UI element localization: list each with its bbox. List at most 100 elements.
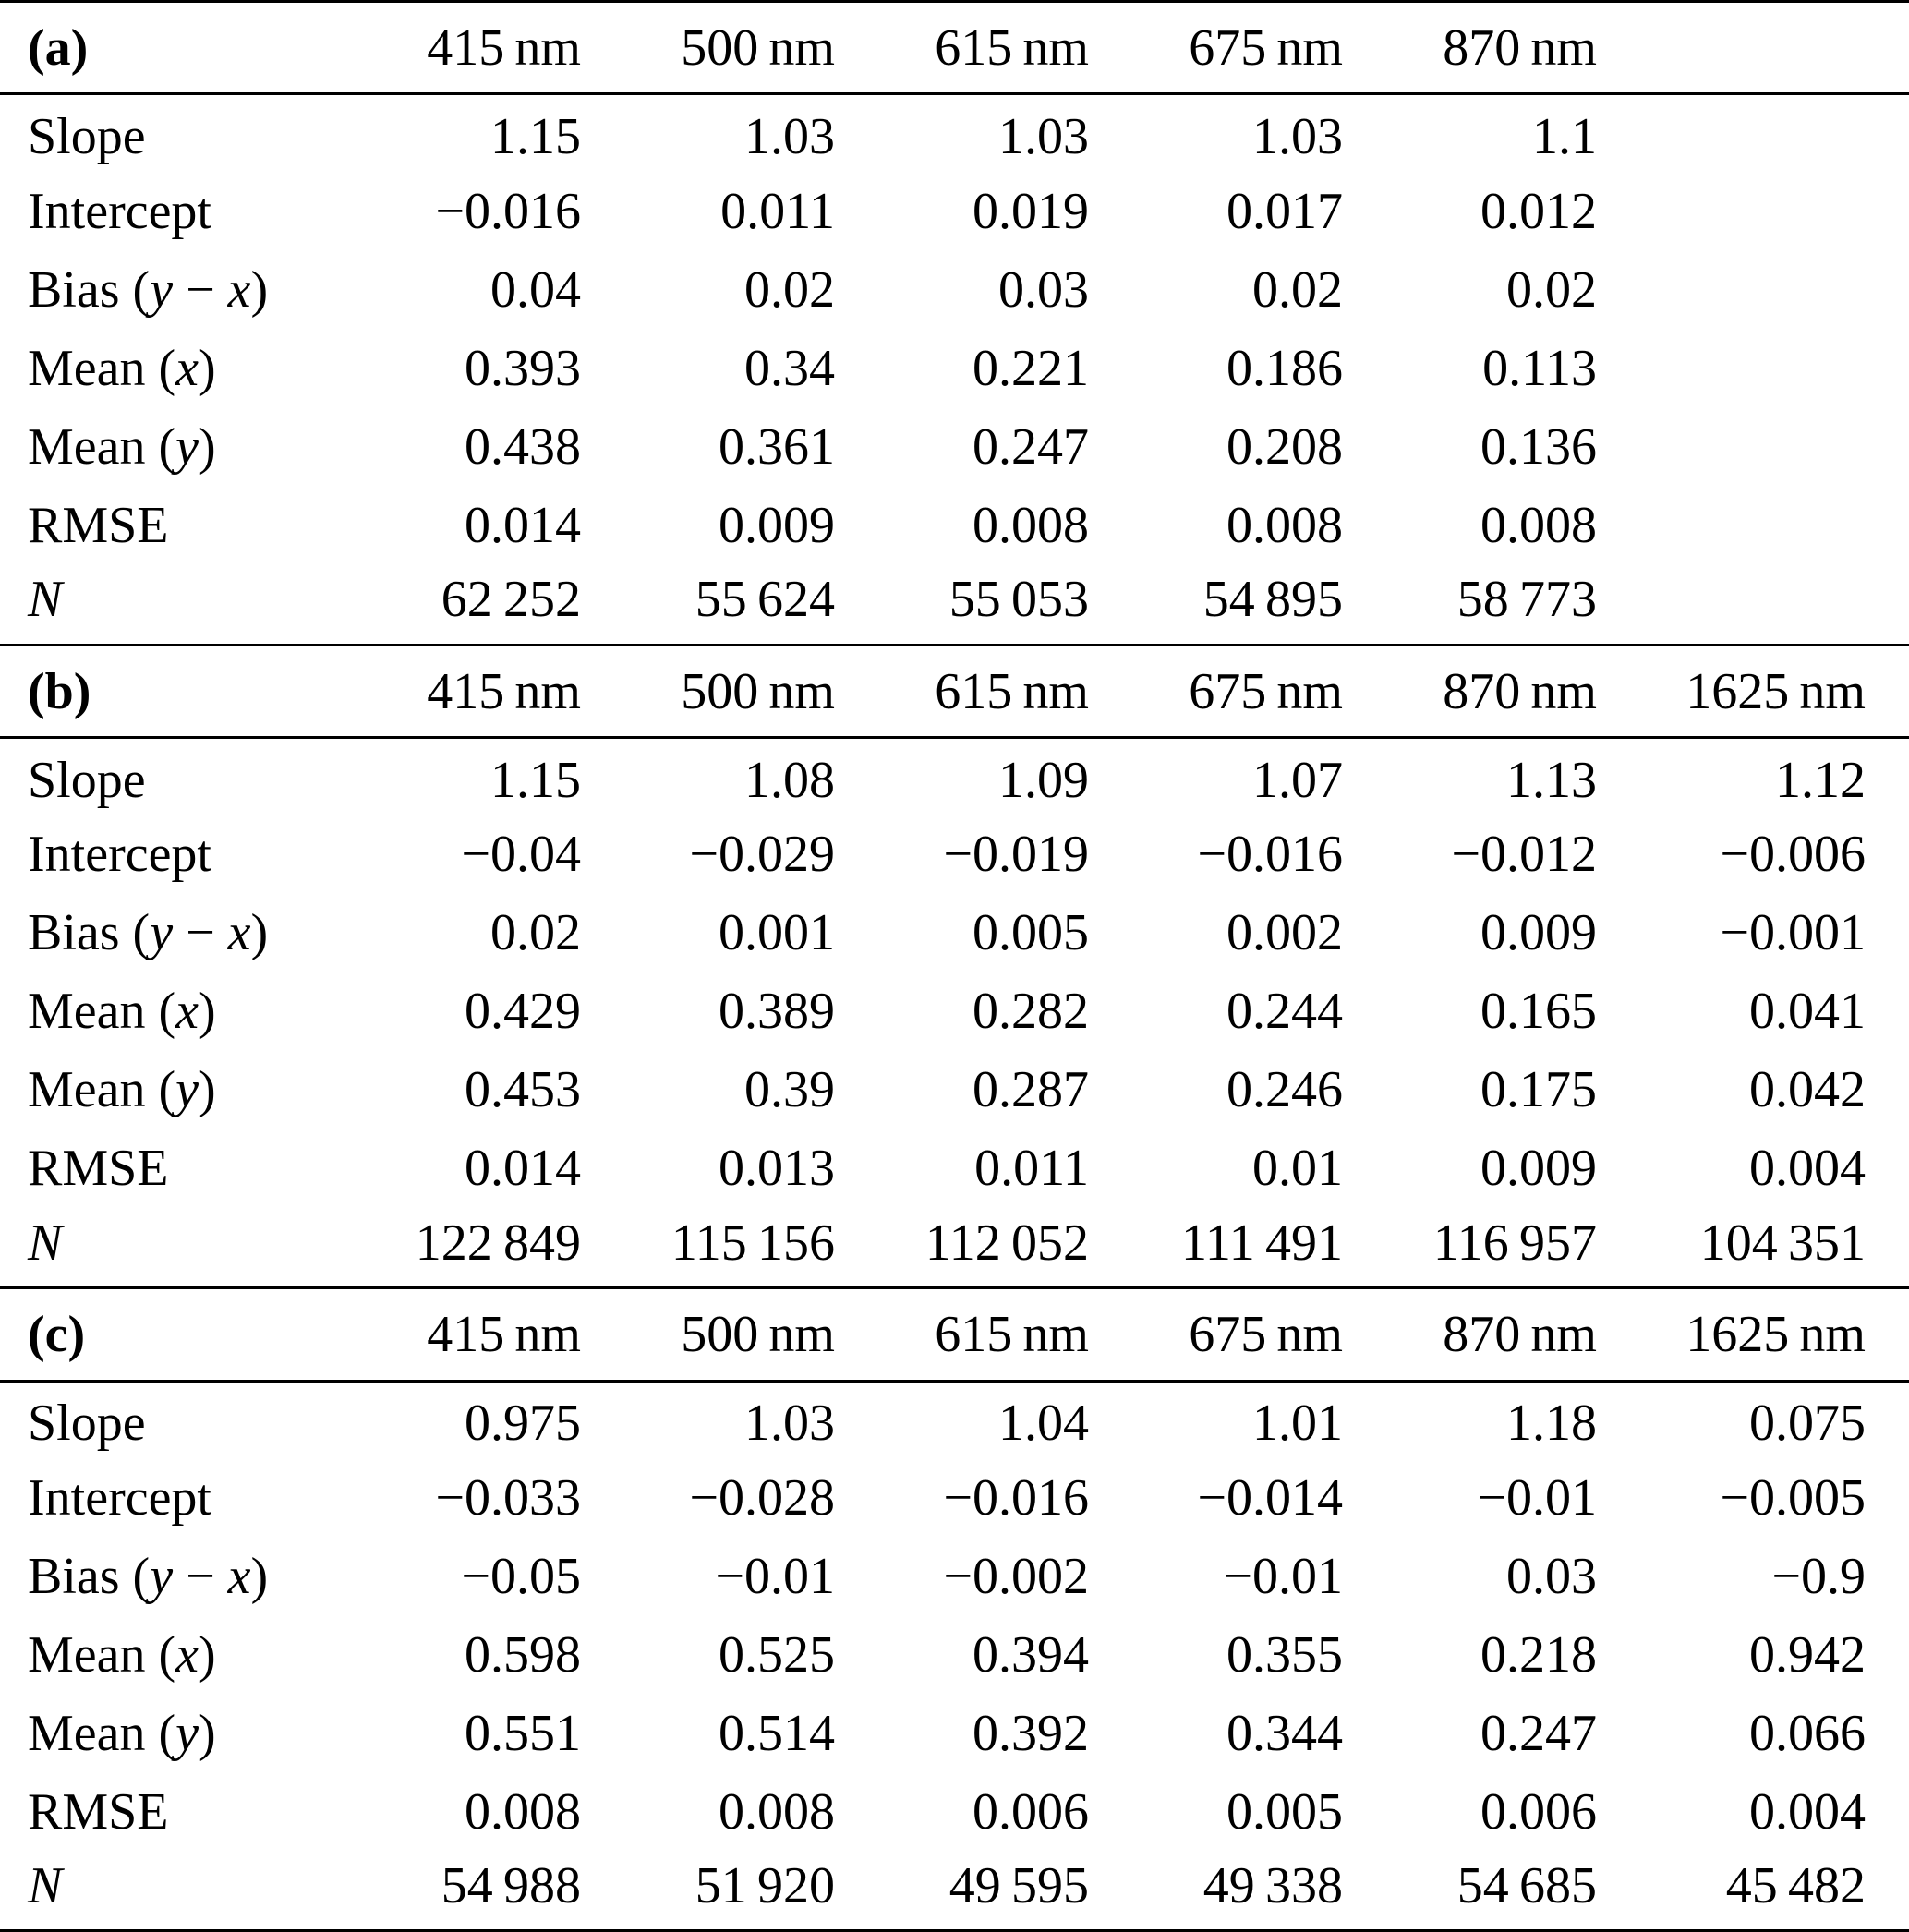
value-cell: 0.246 — [1226, 1061, 1343, 1119]
value-cell: 1.03 — [744, 107, 835, 165]
value-cell: 0.014 — [465, 1140, 581, 1198]
value-cell: 0.598 — [465, 1625, 581, 1684]
table-panel-label: (a) — [28, 19, 89, 77]
value-cell: 49 338 — [1202, 1856, 1343, 1914]
value-cell: −0.016 — [943, 1468, 1089, 1527]
row-label: Mean (x) — [0, 330, 328, 408]
column-header-615nm: 615 nm — [935, 1306, 1089, 1364]
value-cell: 0.011 — [720, 182, 835, 240]
value-cell: 0.39 — [744, 1061, 835, 1119]
column-header-675nm: 675 nm — [1189, 1306, 1343, 1364]
table-row: Mean (x) 0.393 0.34 0.221 0.186 0.113 — [0, 330, 1909, 408]
value-cell: 1.15 — [490, 107, 581, 165]
table-row: Mean (x) 0.429 0.389 0.282 0.244 0.165 0.041 — [0, 972, 1909, 1051]
row-label-math-segment: y — [175, 1061, 199, 1119]
value-cell: 0.002 — [1226, 904, 1343, 962]
value-cell: 0.006 — [973, 1782, 1089, 1841]
row-label: Intercept — [0, 1459, 328, 1538]
value-cell: 0.009 — [1480, 904, 1597, 962]
value-cell: 1.03 — [998, 107, 1089, 165]
row-label-text-segment: Bias ( — [28, 904, 151, 962]
row-label-math-segment: N — [28, 1214, 63, 1272]
row-label-text-segment: Bias ( — [28, 1547, 151, 1605]
value-cell: 0.244 — [1226, 983, 1343, 1041]
value-cell: 0.389 — [719, 983, 835, 1041]
value-cell: 0.006 — [1480, 1782, 1597, 1841]
value-cell: 0.453 — [465, 1061, 581, 1119]
value-cell: 1.15 — [490, 751, 581, 809]
row-label-text-segment: ) — [199, 1704, 216, 1762]
column-header-675nm: 675 nm — [1189, 19, 1343, 77]
value-cell: 0.042 — [1749, 1061, 1866, 1119]
value-cell: 0.514 — [719, 1704, 835, 1762]
row-label-text-segment: Mean ( — [28, 983, 176, 1041]
table-row: Bias (y − x) 0.04 0.02 0.03 0.02 0.02 — [0, 251, 1909, 330]
column-header-empty — [1598, 2, 1909, 94]
value-cell: 0.005 — [973, 904, 1089, 962]
row-label-text-segment: ) — [199, 339, 216, 397]
value-cell: 1.04 — [998, 1395, 1089, 1453]
value-cell: −0.019 — [943, 826, 1089, 884]
row-label-text-segment: Mean ( — [28, 417, 176, 476]
value-cell: 0.004 — [1749, 1782, 1866, 1841]
table-panel-label: (b) — [28, 662, 91, 720]
stats-table-a: (a) 415 nm 500 nm 615 nm 675 nm 870 nm Slope… — [0, 0, 1909, 644]
row-label-text-segment: Mean ( — [28, 1704, 176, 1762]
table-panel-label: (c) — [28, 1306, 86, 1364]
value-cell: 0.113 — [1482, 339, 1597, 397]
value-cell: −0.04 — [461, 826, 581, 884]
value-cell: 0.165 — [1480, 983, 1597, 1041]
value-cell: 0.02 — [490, 904, 581, 962]
value-cell: 111 491 — [1180, 1214, 1343, 1272]
table-row: RMSE 0.014 0.013 0.011 0.01 0.009 0.004 — [0, 1129, 1909, 1208]
value-cell: 54 685 — [1456, 1856, 1597, 1914]
table-body: Slope 1.15 1.03 1.03 1.03 1.1 Intercept −0.016 0… — [0, 94, 1909, 644]
row-label-math-segment: x — [227, 1547, 251, 1605]
row-label-math-segment: x — [227, 904, 251, 962]
value-cell: 0.013 — [719, 1140, 835, 1198]
value-cell: 115 156 — [671, 1214, 835, 1272]
row-label: Bias (y − x) — [0, 251, 328, 330]
value-cell: 0.014 — [465, 496, 581, 554]
value-cell: 1.1 — [1532, 107, 1597, 165]
row-label-text-segment: ) — [199, 1625, 216, 1684]
value-cell: 0.017 — [1226, 182, 1343, 240]
value-cell: 54 988 — [441, 1856, 581, 1914]
value-cell: 0.394 — [973, 1625, 1089, 1684]
value-cell — [1598, 251, 1909, 330]
row-label: N — [0, 1852, 328, 1930]
value-cell: 0.008 — [465, 1782, 581, 1841]
table-row: Bias (y − x) −0.05 −0.01 −0.002 −0.01 0.03 −0.… — [0, 1538, 1909, 1616]
row-label: Intercept — [0, 815, 328, 894]
table-row: N 54 988 51 920 49 595 49 338 54 685 45 482 — [0, 1852, 1909, 1931]
row-label: Bias (y − x) — [0, 1538, 328, 1616]
value-cell: 0.186 — [1226, 339, 1343, 397]
table-row: Mean (y) 0.453 0.39 0.287 0.246 0.175 0.042 — [0, 1051, 1909, 1129]
value-cell — [1598, 173, 1909, 251]
value-cell: 0.012 — [1480, 182, 1597, 240]
row-label-text-segment: Intercept — [28, 182, 211, 240]
row-label: Mean (y) — [0, 1695, 328, 1773]
value-cell: 0.008 — [973, 496, 1089, 554]
column-header-500nm: 500 nm — [681, 662, 835, 720]
value-cell: 0.02 — [744, 260, 835, 319]
value-cell: 1.03 — [744, 1395, 835, 1453]
value-cell: 0.355 — [1226, 1625, 1343, 1684]
value-cell: −0.01 — [1477, 1468, 1597, 1527]
value-cell: 0.005 — [1226, 1782, 1343, 1841]
value-cell: 1.13 — [1506, 751, 1597, 809]
row-label: RMSE — [0, 487, 328, 565]
table-row: Slope 1.15 1.03 1.03 1.03 1.1 — [0, 94, 1909, 173]
row-label-text-segment: RMSE — [28, 1140, 169, 1198]
row-label-math-segment: N — [28, 1856, 63, 1914]
value-cell: 0.008 — [1226, 496, 1343, 554]
value-cell: 0.287 — [973, 1061, 1089, 1119]
value-cell: −0.01 — [715, 1547, 835, 1605]
row-label-text-segment: Slope — [28, 751, 146, 809]
stats-table-b: (b) 415 nm 500 nm 615 nm 675 nm 870 nm 1625 n… — [0, 644, 1909, 1287]
column-header-615nm: 615 nm — [935, 19, 1089, 77]
row-label: Mean (y) — [0, 408, 328, 487]
value-cell: −0.01 — [1223, 1547, 1343, 1605]
value-cell: 55 624 — [695, 571, 835, 629]
value-cell: 1.18 — [1506, 1395, 1597, 1453]
